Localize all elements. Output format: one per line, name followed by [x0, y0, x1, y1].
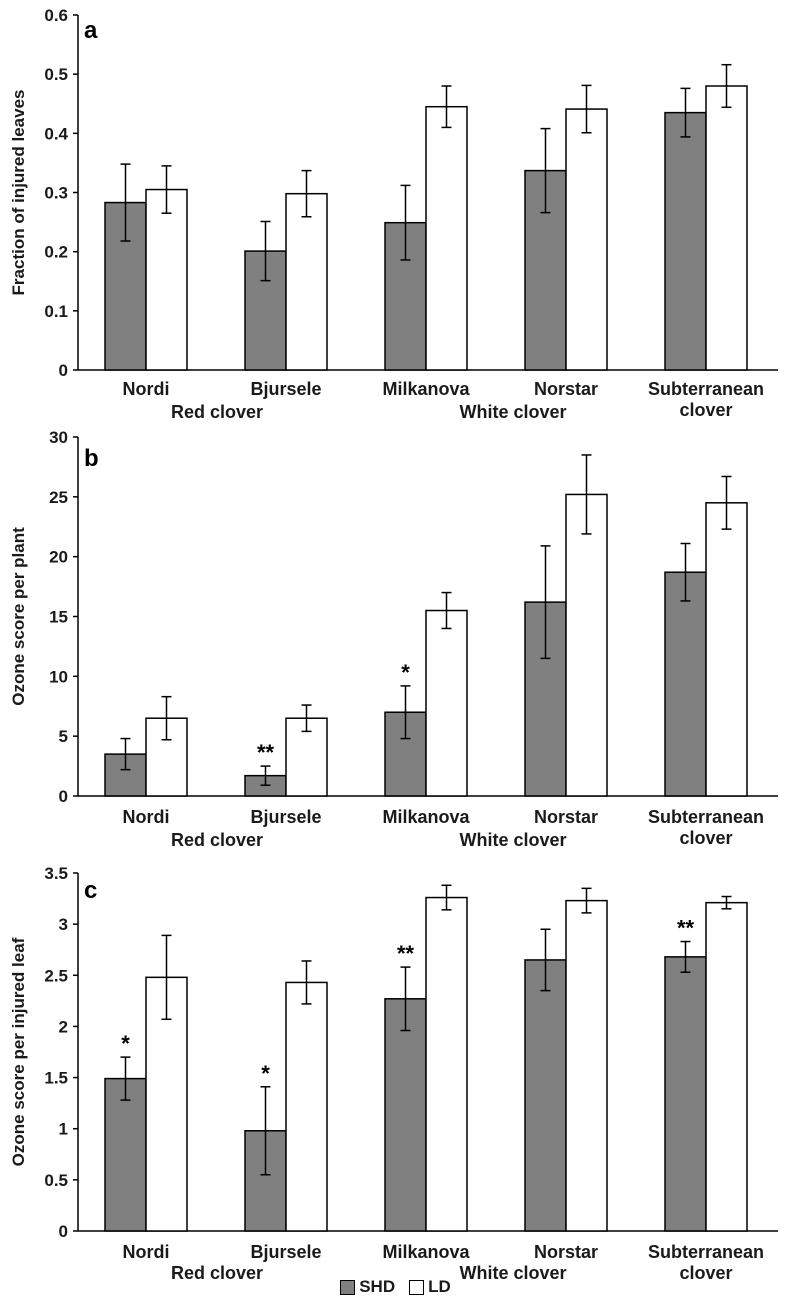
bar-ld	[425, 896, 468, 1232]
x-tick-label: Subterranean	[648, 807, 764, 827]
y-axis-label: Ozone score per injured leaf	[9, 937, 28, 1166]
x-tick-label: Subterranean	[648, 1242, 764, 1262]
y-tick-label: 25	[49, 488, 68, 507]
x-tick-label: clover	[679, 1263, 732, 1283]
y-tick-label: 0	[59, 787, 68, 806]
bar-shd	[664, 571, 707, 797]
y-tick-label: 5	[59, 727, 68, 746]
bar-ld	[425, 609, 468, 797]
legend-label-ld: LD	[428, 1277, 451, 1296]
bar-shd	[524, 959, 567, 1232]
y-tick-label: 2	[59, 1017, 68, 1036]
x-tick-label: Milkanova	[382, 379, 470, 399]
legend-item-shd: SHD	[340, 1277, 395, 1297]
significance-marker: **	[257, 740, 275, 765]
y-tick-label: 1	[59, 1120, 68, 1139]
bar-ld	[145, 188, 188, 371]
significance-marker: **	[397, 941, 415, 966]
group-label: Red clover	[171, 1263, 263, 1283]
group-label: Red clover	[171, 402, 263, 422]
y-axis-label: Ozone score per plant	[9, 527, 28, 706]
x-tick-label: Norstar	[534, 1242, 598, 1262]
y-tick-label: 0.5	[44, 1171, 68, 1190]
panel-a: 0 0.1 0.2 0.3 0.4 0.5 0.6 Fraction of injured l…	[9, 6, 778, 422]
y-tick-label: 0.1	[44, 302, 68, 321]
legend: SHD LD	[0, 1272, 791, 1302]
group-label: Red clover	[171, 830, 263, 850]
group-label: White clover	[459, 830, 566, 850]
bar-shd	[384, 998, 427, 1232]
x-tick-label: Norstar	[534, 379, 598, 399]
panel-letter: a	[84, 17, 98, 44]
y-tick-label: 20	[49, 548, 68, 567]
y-tick-label: 15	[49, 608, 68, 627]
y-tick-label: 2.5	[44, 966, 68, 985]
legend-label-shd: SHD	[359, 1277, 396, 1296]
x-tick-label: clover	[679, 828, 732, 848]
significance-marker: *	[121, 1031, 130, 1056]
y-tick-label: 30	[49, 428, 68, 447]
x-tick-label: Bjursele	[250, 1242, 321, 1262]
bar-ld	[705, 85, 748, 371]
bar-ld	[285, 192, 328, 371]
bar-shd	[664, 956, 707, 1232]
x-tick-label: Bjursele	[250, 379, 321, 399]
x-tick-label: Norstar	[534, 807, 598, 827]
y-tick-label: 3	[59, 915, 68, 934]
panel-letter: b	[84, 445, 99, 472]
panel-b: 0 5 10 15 20 25 30 Ozone score per plant b Nordi *…	[9, 428, 778, 850]
y-tick-label: 0.6	[44, 6, 68, 25]
significance-marker: *	[261, 1061, 270, 1086]
significance-marker: **	[677, 916, 695, 941]
legend-swatch-shd	[340, 1279, 356, 1295]
x-tick-label: Subterranean	[648, 379, 764, 399]
bar-ld	[285, 981, 328, 1232]
x-tick-label: clover	[679, 400, 732, 420]
bar-ld	[565, 493, 608, 797]
legend-swatch-ld	[409, 1279, 425, 1295]
legend-item-ld: LD	[409, 1277, 451, 1297]
y-tick-label: 0	[59, 1222, 68, 1241]
bar-shd	[104, 1077, 147, 1232]
y-tick-label: 0.5	[44, 65, 68, 84]
panel-c: 0 0.5 1 1.5 2 2.5 3 3.5 Ozone score per injured …	[9, 864, 778, 1283]
group-label: White clover	[459, 402, 566, 422]
bar-shd	[664, 111, 707, 371]
bar-ld	[565, 899, 608, 1232]
x-tick-label: Milkanova	[382, 807, 470, 827]
bar-ld	[565, 108, 608, 371]
x-tick-label: Milkanova	[382, 1242, 470, 1262]
y-axis-label: Fraction of injured leaves	[9, 90, 28, 296]
bar-ld	[425, 105, 468, 371]
y-tick-label: 0.3	[44, 184, 68, 203]
y-tick-label: 0.2	[44, 243, 68, 262]
bar-ld	[705, 502, 748, 797]
x-tick-label: Nordi	[123, 379, 170, 399]
y-tick-label: 0	[59, 361, 68, 380]
x-tick-label: Bjursele	[250, 807, 321, 827]
x-tick-label: Nordi	[123, 1242, 170, 1262]
significance-marker: *	[401, 660, 410, 685]
bar-ld	[705, 901, 748, 1232]
x-tick-label: Nordi	[123, 807, 170, 827]
y-tick-label: 1.5	[44, 1069, 68, 1088]
panel-letter: c	[84, 877, 97, 904]
y-tick-label: 10	[49, 667, 68, 686]
y-tick-label: 3.5	[44, 864, 68, 883]
y-tick-label: 0.4	[44, 124, 68, 143]
group-label: White clover	[459, 1263, 566, 1283]
